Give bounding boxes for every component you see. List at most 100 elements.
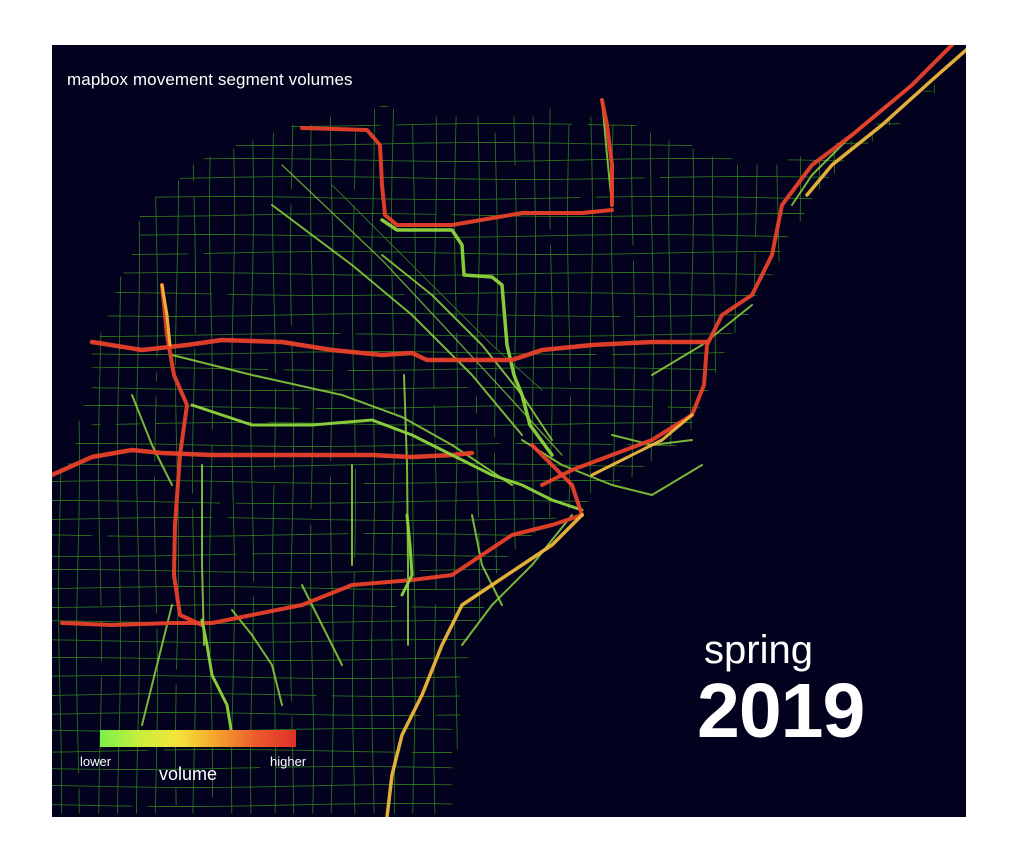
highway-segment <box>530 443 584 517</box>
arterial-road <box>403 374 409 646</box>
arterial-road <box>131 394 173 486</box>
minor-road <box>650 132 654 462</box>
minor-road <box>52 639 469 643</box>
minor-road <box>352 132 356 814</box>
minor-road <box>91 387 709 391</box>
arterial-road <box>471 514 503 606</box>
minor-road <box>690 148 694 430</box>
arterial-road <box>461 514 573 646</box>
minor-road <box>290 124 294 814</box>
minor-road <box>52 620 477 624</box>
minor-road <box>139 234 789 238</box>
legend-title: volume <box>159 764 218 784</box>
arterial-road <box>171 354 513 486</box>
minor-road <box>52 500 589 504</box>
minor-road <box>454 116 458 750</box>
minor-road <box>52 749 453 753</box>
minor-road <box>380 105 916 107</box>
arterial-road <box>271 204 523 436</box>
minor-road <box>75 443 677 447</box>
legend-high-label: higher <box>270 754 307 769</box>
arterial-road <box>521 439 703 496</box>
highway-segment <box>52 447 475 478</box>
arterial-road <box>651 304 753 376</box>
minor-road <box>91 367 717 371</box>
minor-road <box>210 157 213 813</box>
highway-segment <box>805 48 966 197</box>
season-label: spring <box>704 628 813 672</box>
minor-road <box>139 213 805 217</box>
minor-road <box>52 784 453 788</box>
minor-road <box>250 140 254 814</box>
highway-segment <box>60 513 584 627</box>
highway-segment <box>590 413 694 477</box>
minor-road <box>52 604 485 608</box>
highway-segment <box>600 98 614 207</box>
highway-segment <box>89 337 710 363</box>
arterial-road <box>201 464 205 646</box>
minor-road <box>155 196 813 200</box>
minor-road <box>330 116 334 814</box>
minor-road <box>776 164 780 262</box>
minor-road <box>755 165 758 301</box>
minor-road <box>99 333 733 337</box>
arterial-road <box>381 254 553 441</box>
minor-road <box>52 517 557 521</box>
minor-road <box>83 405 701 409</box>
highway-segment <box>400 513 414 597</box>
road-network-map <box>52 45 966 817</box>
minor-road <box>175 180 179 806</box>
arterial-road <box>791 84 913 206</box>
minor-road <box>107 313 749 317</box>
minor-road <box>67 463 645 467</box>
volume-legend: lower higher volume <box>80 730 320 800</box>
minor-road <box>412 124 416 814</box>
minor-road <box>52 586 485 590</box>
minor-road <box>52 675 461 679</box>
minor-road <box>58 468 62 814</box>
highway-segment <box>385 513 584 817</box>
map-title: mapbox movement segment volumes <box>67 70 353 89</box>
minor-road <box>52 533 533 537</box>
minor-road <box>549 108 553 518</box>
minor-road <box>179 176 829 180</box>
minor-road <box>192 164 196 814</box>
minor-road <box>433 116 437 814</box>
minor-road <box>52 693 461 697</box>
minor-road <box>52 803 453 807</box>
highway-segment <box>160 283 172 347</box>
diagonal-road <box>331 184 543 391</box>
arterial-road <box>231 609 283 706</box>
minor-road <box>136 220 140 814</box>
minor-road <box>52 657 469 661</box>
highway-segment <box>380 218 554 457</box>
arterial-road <box>301 584 343 666</box>
minor-road <box>310 124 314 814</box>
minor-road <box>391 108 395 814</box>
legend-low-label: lower <box>80 754 112 769</box>
minor-road <box>154 196 158 814</box>
minor-road-grid <box>52 84 935 814</box>
minor-road <box>52 712 461 716</box>
minor-road <box>203 158 845 162</box>
minor-road <box>52 766 453 770</box>
minor-road <box>123 272 773 276</box>
minor-road <box>712 156 716 374</box>
highway-segment <box>540 45 954 487</box>
minor-road <box>115 292 757 296</box>
minor-road <box>291 123 901 127</box>
highway-network <box>52 45 966 817</box>
highway-segment <box>190 403 584 512</box>
minor-road <box>589 116 593 494</box>
minor-road <box>52 553 509 557</box>
diagonal-road <box>281 164 563 456</box>
map-panel: mapbox movement segment volumes spring 2… <box>52 45 966 817</box>
minor-road <box>567 124 571 510</box>
highway-segment <box>200 618 234 737</box>
minor-road <box>476 116 480 622</box>
minor-road <box>91 422 693 426</box>
minor-road <box>231 148 235 814</box>
legend-color-ramp <box>100 730 296 747</box>
minor-road <box>131 251 781 255</box>
year-label: 2019 <box>697 668 865 754</box>
